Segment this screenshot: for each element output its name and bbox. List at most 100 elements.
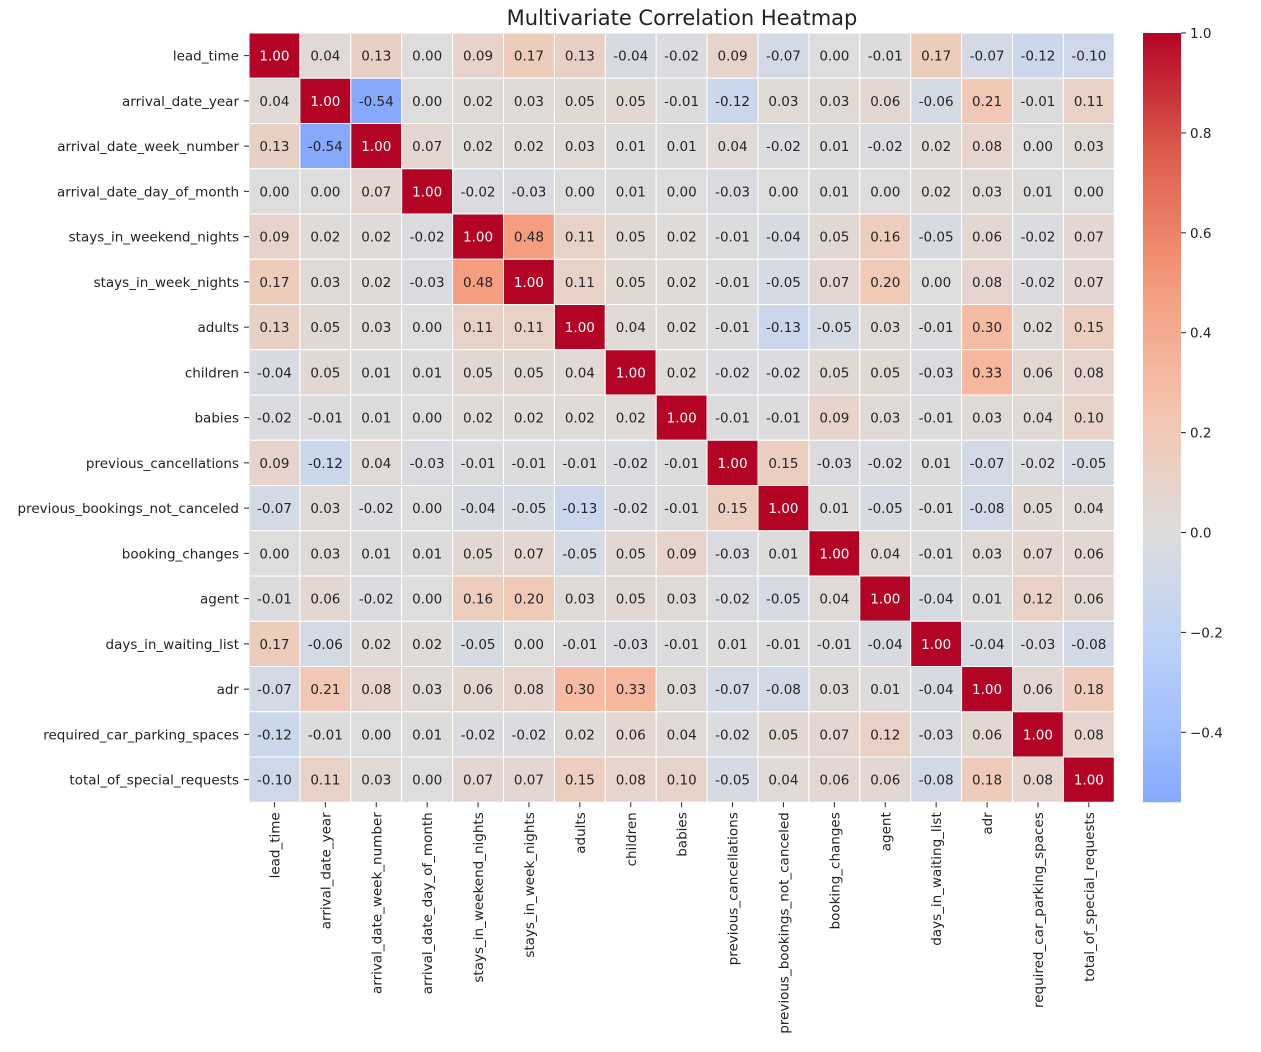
heatmap-cell — [1062, 756, 1115, 803]
heatmap-cell — [604, 439, 657, 486]
heatmap-cell — [452, 620, 505, 667]
row-label: previous_cancellations — [86, 456, 239, 472]
cell-value-label: 0.00 — [412, 49, 442, 65]
cell-value-label: 0.01 — [819, 501, 849, 517]
cell-value-label: 0.06 — [870, 94, 900, 110]
cell-value-label: 0.15 — [768, 456, 798, 472]
cell-value-label: 0.02 — [667, 365, 697, 381]
heatmap-cell — [1062, 711, 1115, 758]
cell-value-label: -0.10 — [1071, 49, 1106, 65]
heatmap-cell — [757, 711, 810, 758]
cell-value-label: 0.01 — [616, 184, 646, 200]
colorbar-tick-label: 0.4 — [1190, 326, 1211, 342]
heatmap-cell — [299, 711, 352, 758]
heatmap-cell — [350, 349, 403, 396]
heatmap-cell — [1062, 168, 1115, 215]
heatmap-cell — [553, 530, 606, 577]
cell-value-label: 0.03 — [667, 592, 697, 608]
cell-value-label: 0.03 — [768, 94, 798, 110]
cell-value-label: -0.05 — [562, 546, 597, 562]
cell-value-label: 1.00 — [870, 592, 900, 608]
heatmap-cell — [248, 711, 301, 758]
cell-value-label: 0.02 — [361, 637, 391, 653]
cell-value-label: 0.03 — [412, 682, 442, 698]
cell-value-label: 1.00 — [310, 94, 340, 110]
heatmap-cell — [350, 123, 403, 170]
cell-value-label: 0.06 — [1074, 592, 1104, 608]
cell-value-label: 0.09 — [259, 456, 289, 472]
cell-value-label: 0.04 — [870, 546, 900, 562]
cell-value-label: 0.48 — [463, 275, 493, 291]
colorbar-tick-label: −0.2 — [1190, 625, 1223, 641]
column-label: adr — [980, 812, 996, 835]
heatmap-cell — [910, 304, 963, 351]
cell-value-label: 0.06 — [1023, 365, 1053, 381]
heatmap-cell — [604, 530, 657, 577]
heatmap-cell — [1062, 304, 1115, 351]
cell-value-label: 0.08 — [1074, 365, 1104, 381]
cell-value-label: 0.08 — [1023, 773, 1053, 789]
cell-value-label: 0.04 — [361, 456, 391, 472]
heatmap-cell — [604, 575, 657, 622]
cell-value-label: -0.02 — [868, 139, 903, 155]
cell-value-label: 0.02 — [412, 637, 442, 653]
cell-value-label: -0.01 — [1020, 94, 1055, 110]
heatmap-cell — [655, 711, 708, 758]
heatmap-cell — [1062, 123, 1115, 170]
heatmap-cell — [503, 32, 555, 79]
heatmap-cell — [655, 756, 708, 803]
cell-value-label: -0.07 — [257, 682, 292, 698]
cell-value-label: -0.02 — [664, 49, 699, 65]
cell-value-label: -0.06 — [919, 94, 954, 110]
heatmap-cell — [401, 439, 454, 486]
heatmap-cell — [808, 530, 861, 577]
cell-value-label: 0.09 — [667, 546, 697, 562]
heatmap-cell — [808, 258, 861, 305]
heatmap-cell — [604, 666, 657, 713]
heatmap-cell — [961, 439, 1013, 486]
heatmap-cell — [859, 168, 912, 215]
heatmap-cell — [910, 620, 963, 667]
heatmap-cell — [604, 123, 657, 170]
heatmap-cell — [808, 349, 861, 396]
cell-value-label: 0.21 — [310, 682, 340, 698]
heatmap-cell — [299, 32, 352, 79]
heatmap-cell — [299, 77, 352, 124]
heatmap-cell — [553, 349, 606, 396]
cell-value-label: 0.00 — [310, 184, 340, 200]
heatmap-cell — [859, 666, 912, 713]
cell-value-label: 0.04 — [565, 365, 595, 381]
column-label: required_car_parking_spaces — [1031, 812, 1047, 1008]
heatmap-cell — [1012, 620, 1064, 667]
heatmap-cell — [299, 349, 352, 396]
cell-value-label: 0.07 — [1074, 275, 1104, 291]
column-label: children — [624, 812, 640, 866]
heatmap-cell — [299, 575, 352, 622]
cell-value-label: -0.01 — [664, 456, 699, 472]
heatmap-cell — [401, 620, 454, 667]
heatmap-cell — [910, 77, 963, 124]
heatmap-cell — [859, 439, 912, 486]
row-label: previous_bookings_not_canceled — [18, 501, 240, 517]
cell-value-label: -0.03 — [511, 184, 546, 200]
cell-value-label: -0.12 — [257, 727, 292, 743]
heatmap-cell — [1062, 258, 1115, 305]
heatmap-cell — [553, 666, 606, 713]
cell-value-label: -0.12 — [1020, 49, 1055, 65]
heatmap-cell — [706, 711, 759, 758]
heatmap-cell — [706, 394, 759, 441]
column-label: arrival_date_day_of_month — [420, 812, 436, 994]
cell-value-label: 0.02 — [565, 727, 595, 743]
heatmap-cell — [503, 394, 555, 441]
cell-value-label: 0.01 — [361, 411, 391, 427]
cell-value-label: 0.05 — [463, 546, 493, 562]
cell-value-label: 1.00 — [259, 49, 289, 65]
heatmap-cell — [706, 756, 759, 803]
cell-value-label: -0.04 — [919, 592, 954, 608]
cell-value-label: 0.17 — [259, 637, 289, 653]
heatmap-cell — [655, 485, 708, 532]
cell-value-label: -0.08 — [766, 682, 801, 698]
cell-value-label: 0.11 — [1074, 94, 1104, 110]
colorbar-tick-label: 0.2 — [1190, 426, 1211, 442]
heatmap-cell — [248, 666, 301, 713]
